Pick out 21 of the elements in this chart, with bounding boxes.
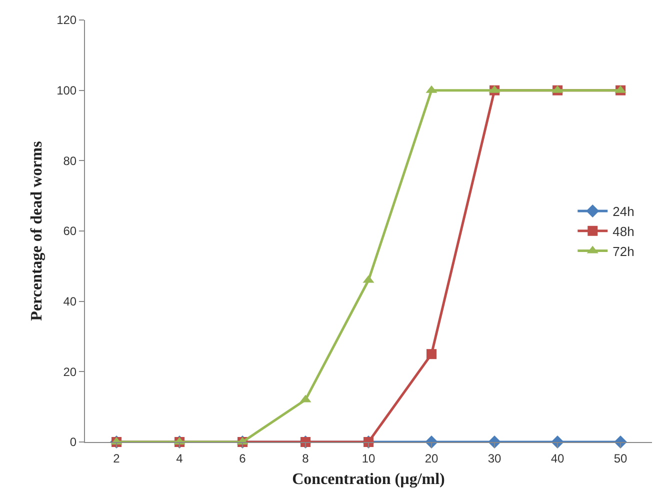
x-tick-label: 6 [239, 451, 246, 466]
legend-label: 72h [612, 244, 634, 259]
y-tick-label: 20 [63, 364, 77, 379]
x-tick-label: 50 [614, 451, 628, 466]
y-tick-label: 40 [63, 294, 77, 309]
legend-label: 24h [612, 204, 634, 220]
x-tick-label: 40 [550, 451, 564, 466]
x-tick-label: 4 [176, 451, 184, 466]
x-tick-label: 10 [362, 451, 376, 466]
x-tick-label: 20 [424, 451, 438, 466]
x-tick-label: 2 [113, 451, 120, 466]
legend-label: 48h [612, 224, 634, 239]
y-tick-label: 60 [63, 224, 77, 238]
x-tick-label: 8 [302, 451, 310, 466]
y-tick-label: 100 [56, 84, 77, 98]
y-tick-label: 0 [70, 435, 77, 450]
y-axis-title: Percentage of dead worms [28, 141, 46, 321]
x-tick-label: 30 [488, 451, 502, 466]
x-axis-title: Concentration (µg/ml) [292, 471, 445, 488]
y-tick-label: 120 [56, 13, 77, 28]
y-tick-label: 80 [63, 154, 77, 168]
